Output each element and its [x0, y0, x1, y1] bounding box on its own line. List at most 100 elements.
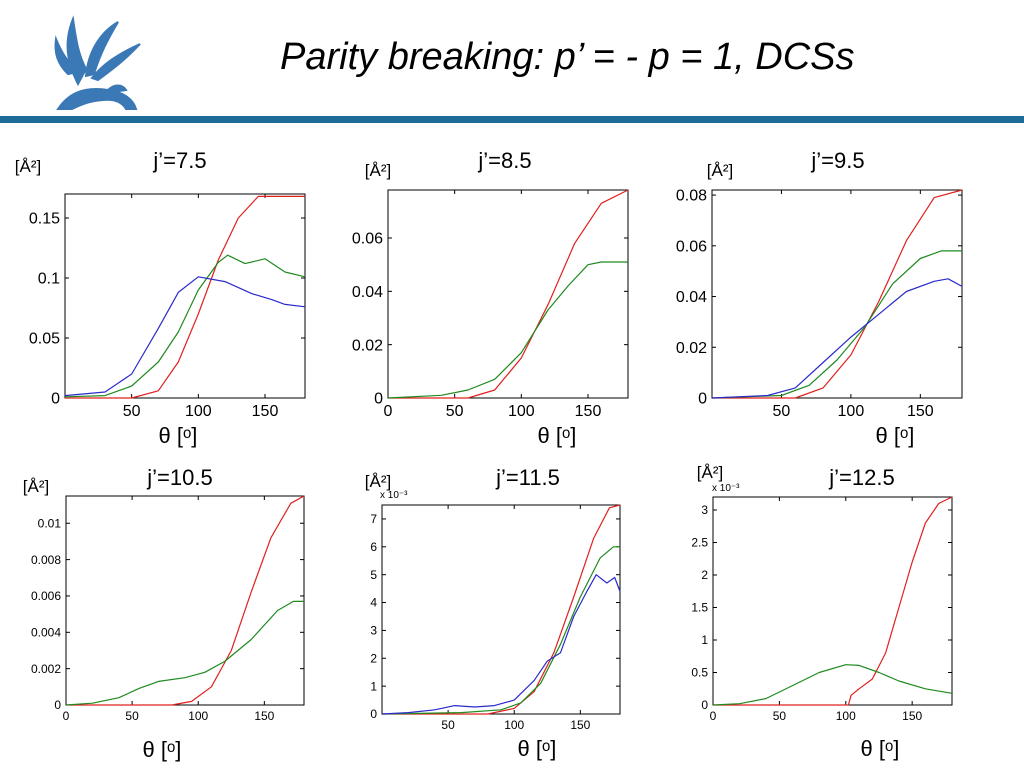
- y-tick-label: 0.06: [352, 231, 383, 248]
- header-rule: [0, 116, 1024, 123]
- chart-panel-5: 50 100 150 0 1 2 3 4 5 6 7 j’=11.5 [Å²]x 10⁻³ θ [ᵒ]: [365, 465, 621, 761]
- y-tick-label: 0: [701, 698, 708, 712]
- y-axis-label: [Å²]: [365, 472, 391, 491]
- chart-panel-6: 0 50 100 150 0 0.5 1 1.5 2 2.5 3 j’=12.5 [Å²]x 10⁻³ θ…: [691, 463, 953, 761]
- y-axis-label: [Å²]: [707, 161, 733, 180]
- y-tick-label: 0.04: [676, 289, 707, 306]
- y-axis-label: [Å²]: [697, 463, 723, 482]
- x-tick-label: 50: [446, 403, 464, 420]
- plot-frame: [387, 189, 629, 399]
- y-axis-exponent: x 10⁻³: [712, 483, 740, 494]
- x-tick-label: 150: [902, 709, 922, 723]
- y-axis-exponent: x 10⁻³: [380, 490, 408, 501]
- x-tick-label: 100: [836, 709, 856, 723]
- y-axis-label: [Å²]: [15, 157, 41, 176]
- y-tick-label: 3: [701, 503, 708, 517]
- x-axis-label: θ [ᵒ]: [861, 736, 900, 761]
- y-tick-label: 2.5: [691, 536, 708, 550]
- plot-frame: [65, 495, 305, 706]
- y-tick-label: 0: [370, 707, 377, 721]
- chart-title: j’=11.5: [495, 465, 560, 490]
- x-axis-label: θ [ᵒ]: [518, 736, 557, 761]
- y-tick-label: 0.004: [31, 626, 61, 640]
- y-tick-label: 4: [370, 596, 377, 610]
- x-tick-label: 50: [123, 403, 141, 420]
- series-line-blue: [64, 276, 306, 397]
- y-tick-label: 0.01: [38, 516, 62, 530]
- y-tick-label: 0.006: [31, 589, 61, 603]
- y-tick-label: 0.08: [676, 188, 707, 205]
- x-tick-label: 50: [773, 709, 787, 723]
- series-line-red: [712, 189, 963, 399]
- chart-panel-2: 0 50 100 150 0 0.02 0.04 0.06 j’=8.5 [Å²] θ [ᵒ]: [352, 148, 629, 448]
- y-tick-label: 0: [374, 391, 383, 408]
- x-tick-label: 150: [907, 403, 934, 420]
- series-line-blue: [711, 278, 963, 399]
- series-line-green: [387, 261, 628, 399]
- x-tick-label: 0: [384, 403, 393, 420]
- series-line-red: [382, 504, 621, 715]
- chart-panel-1: 50 100 150 0 0.05 0.1 0.15 j’=7.5 [Å²] θ [ᵒ]: [15, 148, 306, 448]
- y-tick-label: 3: [370, 624, 377, 638]
- plot-frame: [64, 193, 306, 399]
- y-tick-label: 2: [370, 651, 377, 665]
- series-line-green: [712, 664, 953, 706]
- y-tick-label: 1: [701, 633, 708, 647]
- x-tick-label: 150: [252, 403, 279, 420]
- plot-frame: [712, 496, 953, 706]
- y-tick-label: 0: [54, 698, 61, 712]
- x-tick-label: 0: [63, 709, 70, 723]
- series-line-green: [65, 600, 304, 706]
- series-line-red: [713, 496, 953, 706]
- x-tick-label: 0: [710, 709, 717, 723]
- chart-title: j’=9.5: [810, 148, 864, 173]
- x-tick-label: 100: [508, 403, 535, 420]
- chart-title: j’=10.5: [146, 465, 212, 490]
- university-logo: [48, 14, 143, 114]
- x-axis-label: θ [ᵒ]: [538, 423, 577, 448]
- x-axis-label: θ [ᵒ]: [876, 423, 915, 448]
- x-axis-label: θ [ᵒ]: [159, 423, 198, 448]
- y-tick-label: 1: [370, 679, 377, 693]
- x-tick-label: 50: [441, 718, 455, 732]
- y-tick-label: 0.1: [38, 271, 60, 288]
- plot-frame: [711, 189, 963, 399]
- series-line-green: [711, 250, 962, 399]
- y-tick-label: 0.008: [31, 553, 61, 567]
- series-line-green: [64, 254, 306, 398]
- y-tick-label: 0.15: [29, 211, 60, 228]
- y-tick-label: 1.5: [691, 601, 708, 615]
- y-tick-label: 0.04: [352, 284, 383, 301]
- y-tick-label: 0.002: [31, 662, 61, 676]
- y-tick-label: 6: [370, 540, 377, 554]
- series-line-green: [381, 546, 620, 715]
- y-tick-label: 0: [698, 391, 707, 408]
- x-tick-label: 150: [254, 709, 274, 723]
- y-axis-label: [Å²]: [365, 161, 391, 180]
- y-axis-label: [Å²]: [23, 477, 49, 496]
- y-tick-label: 0.02: [676, 340, 707, 357]
- chart-title: j’=7.5: [152, 148, 206, 173]
- y-tick-label: 7: [370, 512, 377, 526]
- chart-title: j’=12.5: [828, 465, 894, 490]
- y-tick-label: 0.02: [352, 337, 383, 354]
- y-tick-label: 0: [51, 391, 60, 408]
- x-tick-label: 50: [125, 709, 139, 723]
- plot-frame: [381, 504, 621, 715]
- y-tick-label: 5: [370, 568, 377, 582]
- y-tick-label: 0.5: [691, 666, 708, 680]
- y-tick-label: 0.06: [676, 238, 707, 255]
- y-tick-label: 0.05: [29, 331, 60, 348]
- series-line-red: [66, 495, 305, 706]
- series-line-blue: [381, 574, 621, 715]
- x-tick-label: 50: [773, 403, 791, 420]
- y-tick-label: 2: [701, 568, 708, 582]
- chart-title: j’=8.5: [477, 148, 531, 173]
- x-axis-label: θ [ᵒ]: [143, 737, 182, 762]
- x-tick-label: 100: [838, 403, 865, 420]
- series-line-red: [65, 195, 305, 399]
- x-tick-label: 100: [504, 718, 524, 732]
- x-tick-label: 100: [188, 709, 208, 723]
- x-tick-label: 100: [185, 403, 212, 420]
